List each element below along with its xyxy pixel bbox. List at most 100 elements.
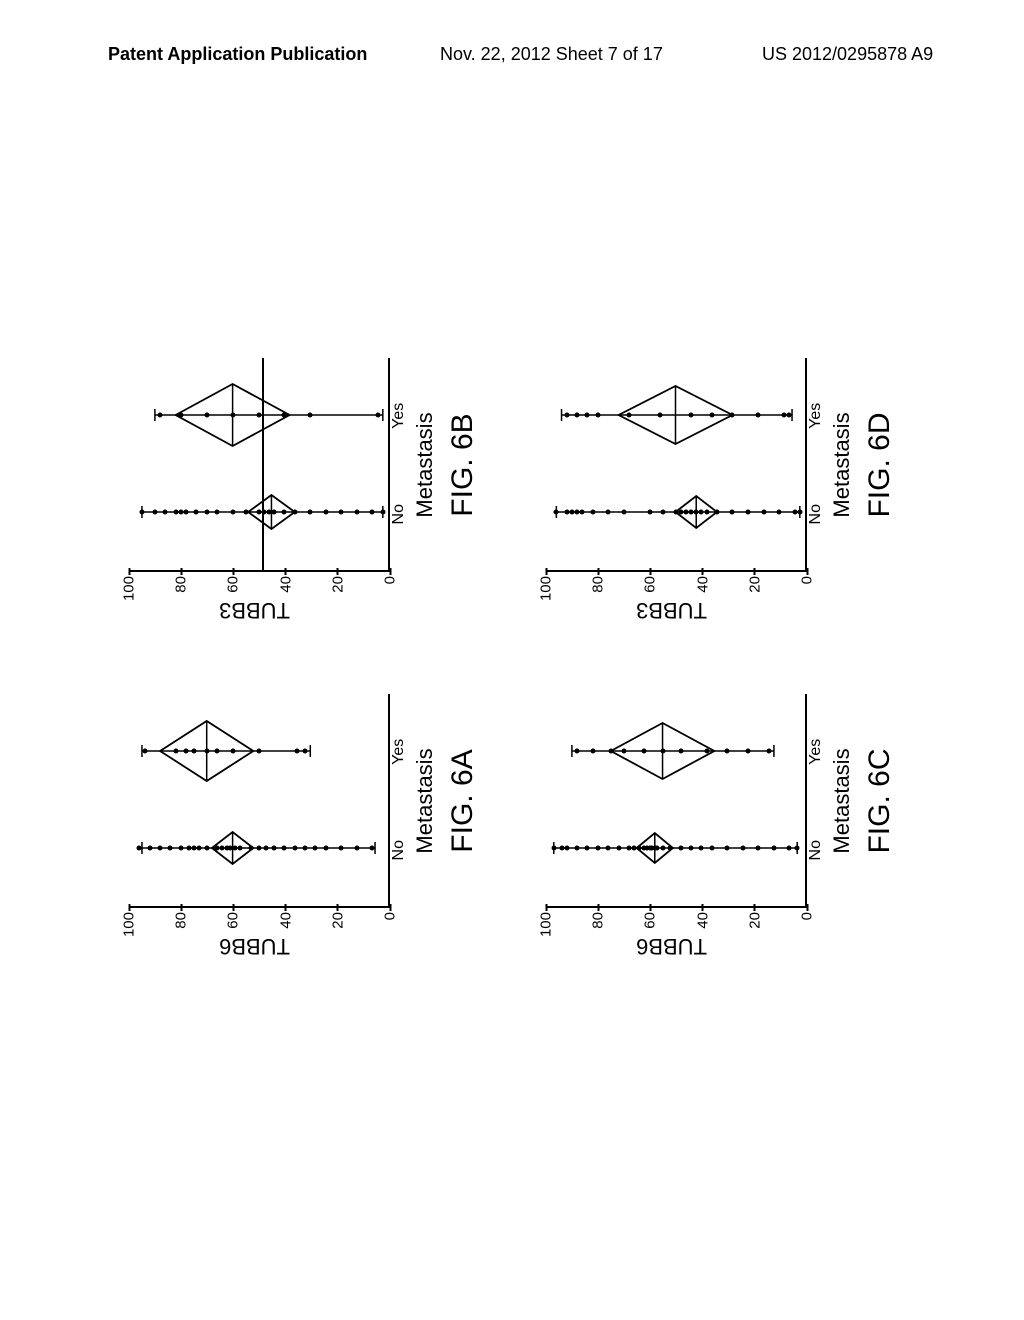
- x-tick-label: No: [390, 504, 408, 524]
- header-left: Patent Application Publication: [108, 44, 367, 65]
- data-point: [295, 748, 300, 753]
- panel-6b: TUBB3020406080100NoYesMetastasisFIG. 6B: [119, 354, 486, 630]
- y-tick-label: 60: [225, 912, 242, 929]
- series-holder: [546, 694, 805, 906]
- data-point: [230, 510, 235, 515]
- x-tick-label: Yes: [390, 403, 408, 429]
- data-point: [585, 412, 590, 417]
- data-point: [795, 846, 800, 851]
- data-point: [725, 748, 730, 753]
- data-point: [292, 846, 297, 851]
- data-point: [551, 846, 556, 851]
- series-no: [129, 848, 388, 849]
- data-point: [621, 748, 626, 753]
- data-point: [230, 748, 235, 753]
- data-point: [173, 748, 178, 753]
- data-point: [215, 748, 220, 753]
- data-point: [370, 846, 375, 851]
- data-point: [147, 846, 152, 851]
- data-point: [142, 748, 147, 753]
- data-point: [272, 846, 277, 851]
- data-point: [163, 510, 168, 515]
- series-holder: [129, 694, 388, 906]
- data-point: [204, 412, 209, 417]
- y-tick-label: 0: [799, 912, 816, 920]
- data-point: [204, 510, 209, 515]
- y-tick-label: 80: [173, 912, 190, 929]
- data-point: [256, 748, 261, 753]
- data-point: [678, 748, 683, 753]
- data-point: [238, 846, 243, 851]
- x-axis-label: Metastasis: [829, 358, 855, 572]
- y-axis-label: TUBB3: [119, 596, 390, 624]
- data-point: [248, 846, 253, 851]
- x-tick-label: No: [390, 840, 408, 860]
- series-yes: [129, 414, 388, 415]
- data-point: [660, 748, 665, 753]
- y-tick-label: 80: [590, 576, 607, 593]
- data-point: [777, 510, 782, 515]
- data-point: [626, 412, 631, 417]
- data-point: [766, 748, 771, 753]
- data-point: [725, 846, 730, 851]
- data-point: [606, 846, 611, 851]
- y-tick-label: 0: [799, 576, 816, 584]
- data-point: [168, 846, 173, 851]
- data-point: [787, 846, 792, 851]
- data-point: [616, 846, 621, 851]
- data-point: [152, 510, 157, 515]
- y-tick-label: 20: [746, 912, 763, 929]
- data-point: [243, 510, 248, 515]
- y-tick-label: 40: [277, 912, 294, 929]
- y-tick-label: 20: [746, 576, 763, 593]
- data-point: [264, 846, 269, 851]
- data-point: [756, 846, 761, 851]
- data-point: [204, 748, 209, 753]
- data-point: [709, 412, 714, 417]
- series-yes: [129, 750, 388, 751]
- data-point: [575, 748, 580, 753]
- data-point: [303, 748, 308, 753]
- data-point: [740, 846, 745, 851]
- panel-6c: TUBB6020406080100NoYesMetastasisFIG. 6C: [536, 690, 903, 966]
- data-point: [709, 846, 714, 851]
- data-point: [308, 412, 313, 417]
- y-ticks: 020406080100: [129, 910, 390, 936]
- y-tick-label: 0: [382, 912, 399, 920]
- y-axis-label: TUBB6: [536, 932, 807, 960]
- plot-frame: [546, 694, 807, 908]
- y-tick-label: 60: [225, 576, 242, 593]
- series-holder: [129, 358, 388, 570]
- data-point: [642, 748, 647, 753]
- data-point: [564, 846, 569, 851]
- data-point: [590, 748, 595, 753]
- panel-6a: TUBB6020406080100NoYesMetastasisFIG. 6A: [119, 690, 486, 966]
- data-point: [313, 846, 318, 851]
- x-axis-label: Metastasis: [829, 694, 855, 908]
- y-tick-label: 80: [173, 576, 190, 593]
- y-ticks: 020406080100: [129, 574, 390, 600]
- data-point: [657, 412, 662, 417]
- plot-frame: [546, 358, 807, 572]
- y-ticks: 020406080100: [546, 574, 807, 600]
- data-point: [282, 510, 287, 515]
- data-point: [678, 846, 683, 851]
- data-point: [282, 412, 287, 417]
- data-point: [704, 510, 709, 515]
- y-tick-label: 80: [590, 912, 607, 929]
- y-axis-label: TUBB6: [119, 932, 390, 960]
- data-point: [204, 846, 209, 851]
- data-point: [375, 412, 380, 417]
- figure-region: TUBB6020406080100NoYesMetastasisFIG. 6A …: [119, 354, 903, 966]
- data-point: [575, 846, 580, 851]
- x-ticks: NoYes: [390, 694, 408, 908]
- data-point: [323, 846, 328, 851]
- x-tick-label: No: [807, 504, 825, 524]
- data-point: [191, 748, 196, 753]
- x-axis-label: Metastasis: [412, 358, 438, 572]
- series-holder: [546, 358, 805, 570]
- y-tick-label: 100: [121, 576, 138, 601]
- data-point: [308, 510, 313, 515]
- data-point: [595, 846, 600, 851]
- data-point: [256, 846, 261, 851]
